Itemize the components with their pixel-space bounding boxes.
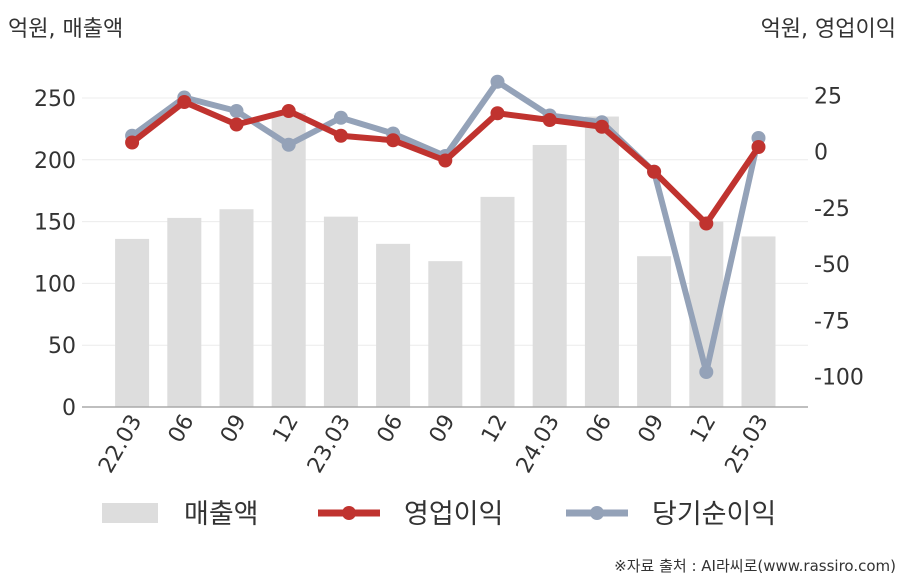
x-tick-label: 06 bbox=[581, 411, 617, 448]
right-tick-label: 25 bbox=[814, 84, 842, 109]
bar-revenue bbox=[323, 216, 358, 407]
right-tick-label: -75 bbox=[814, 309, 850, 334]
point-operating-profit bbox=[177, 95, 192, 109]
x-tick-label: 06 bbox=[164, 411, 200, 448]
point-operating-profit bbox=[751, 140, 766, 154]
left-tick-label: 50 bbox=[48, 334, 76, 359]
legend-label-revenue: 매출액 bbox=[184, 499, 259, 530]
right-tick-label: 0 bbox=[814, 141, 828, 166]
line-series bbox=[125, 74, 766, 379]
bar-revenue bbox=[219, 209, 254, 407]
bar-revenue bbox=[428, 261, 463, 407]
point-operating-profit bbox=[125, 135, 140, 150]
bar-series bbox=[115, 112, 776, 407]
right-tick-label: -25 bbox=[814, 197, 850, 222]
right-tick-label: -100 bbox=[814, 366, 864, 391]
x-tick-label: 23.03 bbox=[303, 411, 356, 478]
right-tick-label: -50 bbox=[814, 253, 850, 278]
x-tick-label: 24.03 bbox=[512, 411, 565, 478]
point-operating-profit bbox=[281, 104, 296, 118]
point-operating-profit bbox=[594, 119, 609, 134]
left-axis-label: 억원, 매출액 bbox=[8, 17, 123, 42]
point-operating-profit bbox=[333, 128, 348, 143]
bar-revenue bbox=[480, 196, 515, 407]
point-operating-profit bbox=[647, 164, 662, 179]
point-operating-profit bbox=[438, 153, 453, 168]
right-axis-label: 억원, 영업이익 bbox=[761, 17, 896, 42]
x-tick-label: 22.03 bbox=[94, 411, 147, 478]
point-net-income bbox=[699, 365, 714, 379]
bar-revenue bbox=[741, 236, 776, 407]
left-axis-ticks: 0 50 100 150 200 250 bbox=[34, 87, 76, 421]
point-operating-profit bbox=[386, 133, 401, 148]
legend-label-operating-profit: 영업이익 bbox=[404, 499, 503, 530]
source-note: ※자료 출처 : AI라씨로(www.rassiro.com) bbox=[614, 557, 896, 575]
x-tick-label: 12 bbox=[686, 411, 722, 448]
bar-revenue bbox=[271, 112, 306, 407]
point-operating-profit bbox=[490, 106, 505, 121]
point-net-income bbox=[229, 104, 244, 118]
legend-label-net-income: 당기순이익 bbox=[652, 499, 776, 530]
bar-revenue bbox=[376, 243, 411, 407]
bar-revenue bbox=[532, 144, 567, 407]
x-tick-label: 09 bbox=[634, 411, 670, 448]
legend-swatch-revenue bbox=[102, 503, 158, 523]
left-tick-label: 150 bbox=[34, 211, 76, 236]
left-tick-label: 200 bbox=[34, 149, 76, 174]
legend: 매출액 영업이익 당기순이익 bbox=[102, 499, 776, 530]
legend-marker-operating-profit bbox=[342, 506, 356, 520]
x-tick-label: 09 bbox=[216, 411, 252, 448]
left-tick-label: 100 bbox=[34, 272, 76, 297]
bar-revenue bbox=[637, 256, 672, 407]
x-tick-label: 06 bbox=[373, 411, 409, 448]
point-operating-profit bbox=[229, 117, 244, 132]
bar-revenue bbox=[167, 217, 202, 407]
point-operating-profit bbox=[699, 216, 714, 231]
left-tick-label: 250 bbox=[34, 87, 76, 112]
x-tick-label: 12 bbox=[477, 411, 513, 448]
x-tick-label: 09 bbox=[425, 411, 461, 448]
legend-item-revenue: 매출액 bbox=[102, 499, 259, 530]
x-tick-label: 12 bbox=[268, 411, 304, 448]
point-net-income bbox=[333, 110, 348, 125]
point-net-income bbox=[281, 137, 296, 152]
gridlines bbox=[82, 97, 808, 346]
legend-item-operating-profit: 영업이익 bbox=[318, 499, 503, 530]
point-operating-profit bbox=[542, 113, 557, 127]
point-net-income bbox=[490, 74, 505, 89]
bar-revenue bbox=[115, 238, 150, 407]
bar-revenue bbox=[584, 116, 619, 407]
left-tick-label: 0 bbox=[62, 396, 76, 421]
legend-marker-net-income bbox=[590, 506, 604, 520]
right-axis-ticks: 25 0 -25 -50 -75 -100 bbox=[814, 84, 864, 390]
x-axis-ticks: 22.03 06 09 12 23.03 06 09 12 24.03 06 09 12 25.03 bbox=[94, 411, 774, 478]
x-tick-label: 25.03 bbox=[721, 411, 774, 478]
legend-item-net-income: 당기순이익 bbox=[566, 499, 776, 530]
